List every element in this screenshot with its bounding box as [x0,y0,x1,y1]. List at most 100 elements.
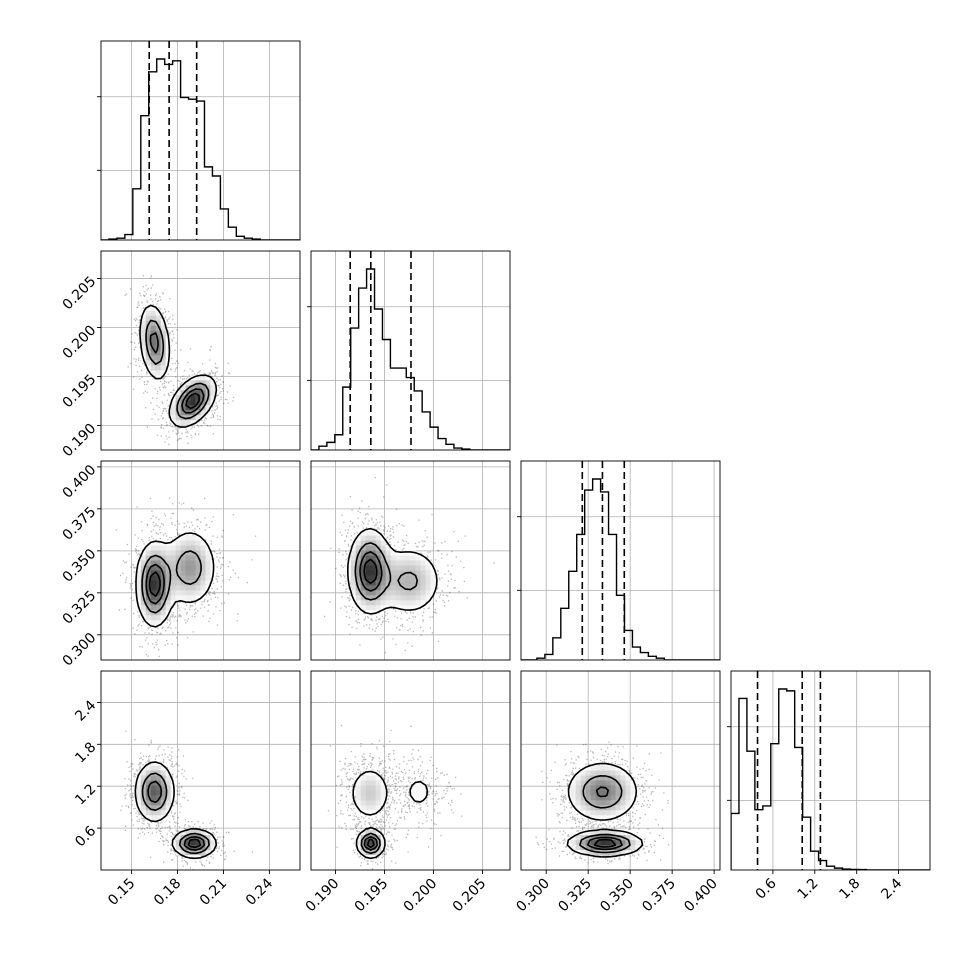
density-cell [360,790,367,796]
density-cell [405,585,411,591]
density-cell [585,785,592,791]
density-cell [140,600,147,606]
density-cell [190,550,196,556]
density-cell [575,795,582,801]
density-cell [370,530,377,537]
density-cell [415,585,421,591]
density-cell [205,385,211,391]
density-cell [625,805,631,811]
density-cell [360,575,367,581]
density-cell [145,365,152,371]
density-cell [175,575,182,581]
density-cell [210,845,216,851]
density-cell [140,325,147,332]
density-cell [195,560,201,566]
ytick-label: 0.400 [60,462,100,502]
density-cell [150,365,157,371]
density-cell [360,565,367,571]
contour-line [187,838,202,849]
density-cell [185,540,191,546]
density-cell [595,840,602,846]
density-cell [205,850,211,856]
density-cell [205,560,211,566]
density-cell [590,805,597,811]
density-cell [190,535,196,542]
density-cell [160,335,167,341]
density-cell [630,790,636,796]
density-cell [375,590,382,596]
density-cell [610,770,616,776]
density-cell [370,805,377,811]
density-cell [610,810,616,816]
density-cell [580,850,587,856]
density-cell [180,595,186,601]
density-cell [400,590,406,596]
density-cell [360,800,367,806]
density-cell [410,555,416,561]
density-cell [395,600,401,606]
density-cell [140,560,147,566]
density-cell [200,580,206,586]
density-cell [360,535,367,542]
density-cell [570,845,577,851]
contour-line [145,563,165,605]
density-cell [600,830,606,836]
density-cell [185,405,191,411]
density-cell [375,585,382,591]
density-cell [350,565,357,571]
density-cell [170,405,177,411]
density-cell [615,830,621,836]
density-cell [365,790,372,796]
density-cell [425,585,431,591]
density-cell [160,775,167,781]
density-cell [140,800,147,806]
histogram-step [521,478,720,660]
density-cell [380,540,387,546]
ytick-label: 2.4 [72,697,99,724]
density-cell [145,615,152,621]
density-cell [375,575,382,581]
density-cell [180,535,186,542]
density-cell [380,560,387,566]
density-cell [165,805,172,811]
density-cell [395,550,401,556]
density-cell [200,375,206,381]
density-cell [625,840,631,846]
density-cell [145,585,152,591]
density-cell [570,800,577,806]
density-cell [160,365,167,371]
density-cell [150,310,157,317]
density-cell [415,575,421,581]
density-cell [205,580,211,586]
density-cell [365,535,372,542]
density-cell [180,545,186,551]
density-cell [175,595,182,601]
density-cell [145,590,152,596]
density-cell [620,845,626,851]
density-cell [630,840,636,846]
density-cell [420,595,426,601]
density-cell [150,340,157,346]
density-cell [605,785,611,791]
density-cell [610,850,616,856]
density-cell [205,380,211,386]
density-cell [150,810,157,816]
density-cell [155,810,162,816]
density-cell [420,580,426,586]
density-cell [360,795,367,801]
density-cell [385,560,392,566]
density-cell [380,790,387,796]
density-cell [140,315,147,322]
density-cell [135,785,142,791]
density-cell [635,845,641,851]
density-cell [375,605,382,611]
axes-frame [310,670,511,871]
density-cell [590,835,597,841]
density-cell [385,555,392,561]
density-cell [600,765,606,771]
contour-line [185,392,200,410]
density-cell [595,775,602,781]
density-cell [360,785,367,791]
density-cell [405,580,411,586]
density-cell [160,320,167,327]
